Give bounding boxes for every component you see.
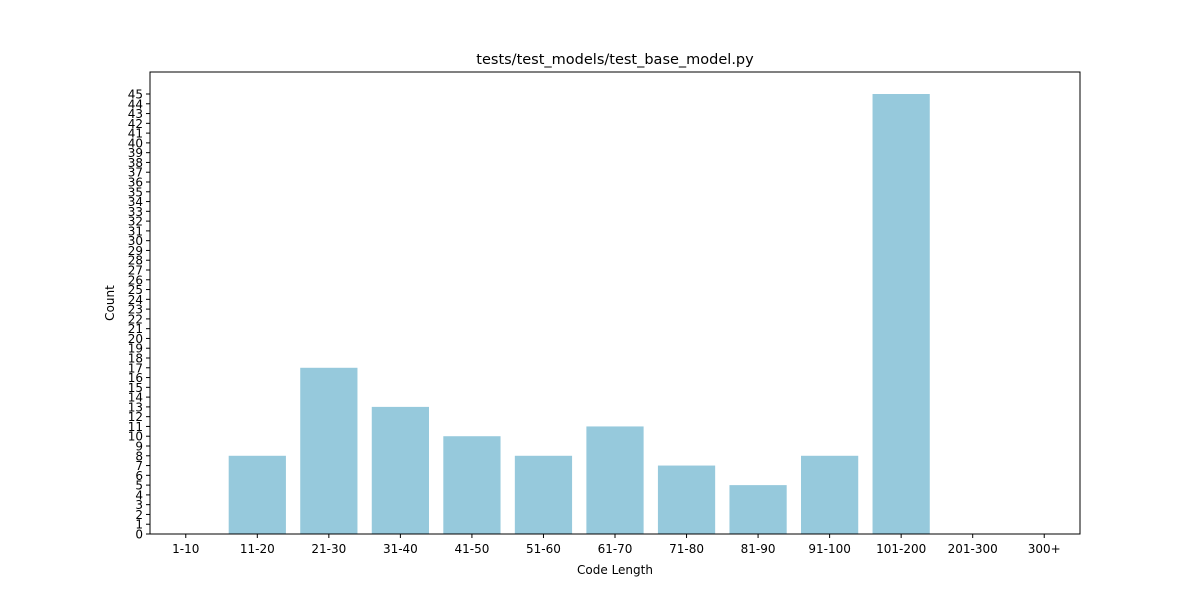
x-axis: 1-10 11-20 21-30 31-40 41-50 51-60 61-70 71-80 8…: [172, 534, 1061, 556]
y-tick-label: 3: [135, 498, 143, 512]
x-tick-label: 21-30: [311, 542, 346, 556]
y-tick-label: 7: [135, 459, 143, 473]
bars-layer: [228, 94, 930, 534]
y-tick-label: 18: [128, 352, 143, 366]
x-tick-label: 51-60: [526, 542, 561, 556]
y-tick-label: 2: [135, 508, 143, 522]
y-tick-label: 27: [128, 264, 143, 278]
bar-101-200: [872, 94, 930, 534]
x-tick-label: 201-300: [948, 542, 998, 556]
y-tick-label: 42: [128, 117, 143, 131]
x-axis-title: Code Length: [577, 563, 653, 577]
bar-11-20: [228, 455, 286, 534]
y-tick-label: 29: [128, 244, 143, 258]
chart-title: tests/test_models/test_base_model.py: [476, 52, 754, 68]
y-tick-label: 4: [135, 488, 143, 502]
x-tick-label: 101-200: [876, 542, 926, 556]
bar-61-70: [586, 426, 644, 534]
y-tick-label: 41: [128, 127, 143, 141]
y-tick-label: 35: [128, 185, 143, 199]
bar-31-40: [371, 406, 429, 534]
y-tick-label: 38: [128, 156, 143, 170]
y-axis: 0123456789101112131415161718192021222324…: [128, 88, 150, 542]
bar-91-100: [801, 455, 859, 534]
x-tick-label: 81-90: [741, 542, 776, 556]
y-tick-label: 28: [128, 254, 143, 268]
x-tick-label: 61-70: [598, 542, 633, 556]
y-tick-label: 15: [128, 381, 143, 395]
x-tick-label: 31-40: [383, 542, 418, 556]
bar-21-30: [300, 367, 358, 534]
x-tick-label: 1-10: [172, 542, 199, 556]
y-tick-label: 36: [128, 176, 143, 190]
y-tick-label: 0: [135, 528, 143, 542]
y-tick-label: 31: [128, 224, 143, 238]
y-tick-label: 20: [128, 332, 143, 346]
y-tick-label: 39: [128, 146, 143, 160]
y-axis-title: Count: [103, 285, 117, 321]
y-tick-label: 5: [135, 479, 143, 493]
y-tick-label: 37: [128, 166, 143, 180]
y-tick-label: 30: [128, 234, 143, 248]
y-tick-label: 33: [128, 205, 143, 219]
y-tick-label: 1: [135, 518, 143, 532]
y-tick-label: 45: [128, 88, 143, 102]
bar-41-50: [443, 436, 501, 534]
x-tick-label: 91-100: [808, 542, 851, 556]
y-tick-label: 14: [128, 391, 143, 405]
x-tick-label: 71-80: [669, 542, 704, 556]
y-tick-label: 9: [135, 440, 143, 454]
x-tick-label: 11-20: [240, 542, 275, 556]
y-tick-label: 6: [135, 469, 143, 483]
bar-71-80: [657, 465, 716, 534]
y-tick-label: 23: [128, 303, 143, 317]
y-tick-label: 11: [128, 420, 143, 434]
y-tick-label: 22: [128, 312, 143, 326]
bar-51-60: [514, 455, 573, 534]
y-tick-label: 19: [128, 342, 143, 356]
y-tick-label: 24: [128, 293, 143, 307]
y-tick-label: 43: [128, 107, 143, 121]
y-tick-label: 12: [128, 410, 143, 424]
y-tick-label: 32: [128, 215, 143, 229]
y-tick-label: 16: [128, 371, 143, 385]
y-tick-label: 34: [128, 195, 143, 209]
y-tick-label: 26: [128, 273, 143, 287]
x-tick-label: 300+: [1028, 542, 1061, 556]
bar-81-90: [729, 485, 787, 534]
y-tick-label: 25: [128, 283, 143, 297]
x-tick-label: 41-50: [454, 542, 489, 556]
y-tick-label: 21: [128, 322, 143, 336]
y-tick-label: 40: [128, 136, 143, 150]
y-tick-label: 10: [128, 430, 143, 444]
y-tick-label: 13: [128, 400, 143, 414]
y-tick-label: 8: [135, 449, 143, 463]
y-tick-label: 44: [128, 97, 143, 111]
y-tick-label: 17: [128, 361, 143, 375]
